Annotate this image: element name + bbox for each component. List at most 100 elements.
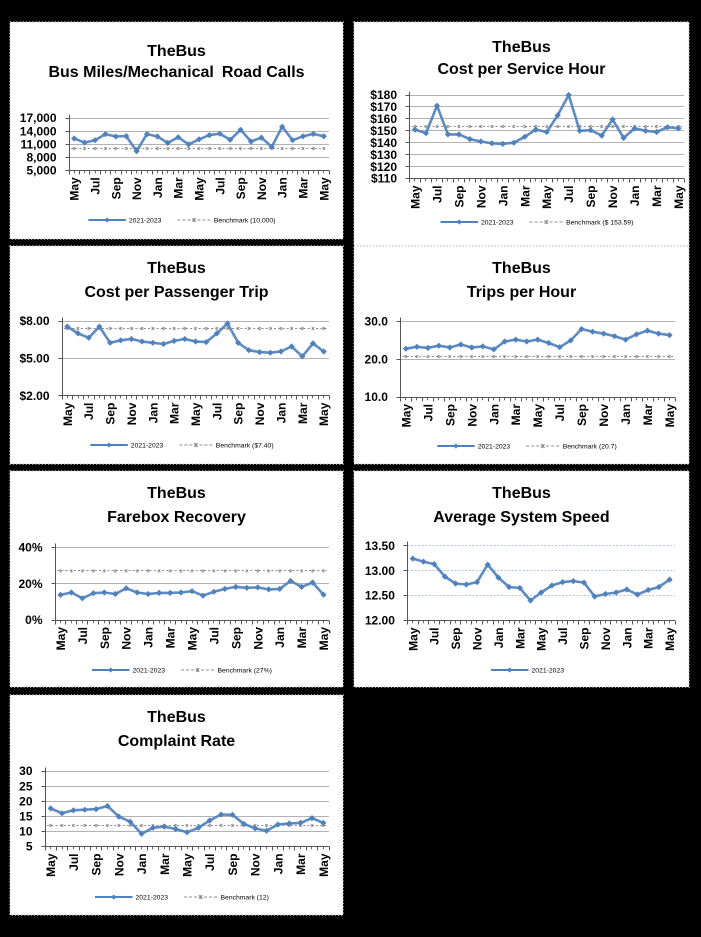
svg-text:Sep: Sep [90,854,104,876]
svg-text:14,000: 14,000 [20,124,57,138]
svg-text:2021-2023: 2021-2023 [532,668,565,675]
svg-text:May: May [540,185,554,209]
svg-text:May: May [61,402,75,426]
svg-text:12.00: 12.00 [365,614,395,628]
svg-text:May: May [181,853,195,877]
svg-text:Mar: Mar [642,627,656,649]
svg-text:5,000: 5,000 [26,164,56,178]
svg-text:Jul: Jul [207,627,221,644]
svg-text:May: May [531,404,545,428]
svg-text:2021-2023: 2021-2023 [131,443,164,450]
svg-text:May: May [663,627,677,651]
svg-text:Sep: Sep [449,628,463,650]
svg-text:Trips per Hour: Trips per Hour [467,284,576,301]
svg-text:Benchmark ($ 153.59): Benchmark ($ 153.59) [566,220,633,227]
svg-text:Jan: Jan [492,628,506,649]
svg-text:Nov: Nov [120,627,134,650]
svg-text:Sep: Sep [575,404,589,426]
svg-text:2021-2023: 2021-2023 [478,444,511,451]
svg-text:Cost per Passenger Trip: Cost per Passenger Trip [84,284,268,301]
svg-text:Jul: Jul [210,403,224,420]
svg-text:TheBus: TheBus [147,43,206,60]
svg-text:Sep: Sep [232,403,246,425]
svg-text:Jul: Jul [556,628,570,645]
svg-text:Mar: Mar [297,177,311,199]
svg-text:Sep: Sep [443,404,457,426]
svg-text:$2.00: $2.00 [19,389,49,403]
svg-text:Sep: Sep [229,627,243,649]
svg-text:Mar: Mar [641,404,655,426]
svg-text:Nov: Nov [599,627,613,650]
svg-text:12.50: 12.50 [365,589,395,603]
svg-text:Mar: Mar [172,177,186,199]
svg-text:Mar: Mar [296,402,310,424]
svg-text:Jan: Jan [487,404,501,425]
svg-text:$120: $120 [370,160,397,174]
svg-text:Jan: Jan [271,854,285,875]
svg-text:40%: 40% [18,540,42,554]
svg-text:Mar: Mar [158,853,172,875]
svg-text:Mar: Mar [513,627,527,649]
svg-text:Average System Speed: Average System Speed [433,509,609,526]
svg-text:TheBus: TheBus [147,485,206,502]
svg-text:TheBus: TheBus [492,39,551,56]
svg-text:May: May [399,404,413,428]
svg-text:20.0: 20.0 [365,353,389,367]
svg-text:Sep: Sep [98,627,112,649]
svg-text:8,000: 8,000 [26,150,56,164]
svg-text:May: May [68,177,82,201]
svg-text:$5.00: $5.00 [19,352,49,366]
svg-text:Nov: Nov [606,185,620,208]
svg-text:Complaint Rate: Complaint Rate [118,733,235,750]
svg-text:2021-2023: 2021-2023 [136,895,169,902]
svg-text:Jan: Jan [135,854,149,875]
svg-text:$180: $180 [370,88,397,102]
svg-text:Mar: Mar [294,853,308,875]
svg-text:$130: $130 [370,148,397,162]
svg-text:Sep: Sep [584,186,598,208]
svg-text:Farebox Recovery: Farebox Recovery [107,509,246,526]
svg-text:30: 30 [19,764,33,778]
svg-text:10.0: 10.0 [365,390,389,404]
svg-text:Nov: Nov [125,402,139,425]
svg-text:May: May [44,853,58,877]
svg-text:Jan: Jan [619,404,633,425]
svg-text:Jan: Jan [274,403,288,424]
svg-text:Mar: Mar [509,404,523,426]
svg-text:0%: 0% [25,613,43,627]
svg-text:Sep: Sep [109,177,123,199]
svg-text:Sep: Sep [234,177,248,199]
svg-text:13.00: 13.00 [365,564,395,578]
svg-text:Jan: Jan [142,627,156,648]
svg-text:Jul: Jul [421,404,435,421]
svg-text:Nov: Nov [130,177,144,200]
svg-text:Nov: Nov [249,853,263,876]
svg-text:30.0: 30.0 [365,315,389,329]
svg-text:May: May [409,185,423,209]
svg-text:May: May [317,853,331,877]
svg-text:2021-2023: 2021-2023 [129,218,162,225]
svg-text:Mar: Mar [295,627,309,649]
svg-text:Benchmark ($7.40): Benchmark ($7.40) [216,443,274,450]
svg-text:Jul: Jul [89,177,103,194]
svg-text:Bus Miles/Mechanical Road Call: Bus Miles/Mechanical Road Calls [48,64,304,81]
svg-text:Nov: Nov [253,402,267,425]
svg-text:May: May [54,627,68,651]
svg-text:Benchmark (27%): Benchmark (27%) [218,668,272,675]
svg-text:May: May [317,177,331,201]
svg-text:May: May [186,627,200,651]
svg-text:Mar: Mar [168,402,182,424]
svg-text:15: 15 [19,810,33,824]
svg-text:$150: $150 [370,124,397,138]
svg-text:Jan: Jan [146,403,160,424]
svg-text:25: 25 [19,779,33,793]
svg-text:Sep: Sep [226,854,240,876]
svg-text:Nov: Nov [251,627,265,650]
svg-text:20: 20 [19,794,33,808]
svg-text:Jul: Jul [82,403,96,420]
svg-text:11,000: 11,000 [20,137,56,151]
svg-text:Jul: Jul [431,186,445,203]
svg-text:Jul: Jul [67,854,81,871]
svg-text:May: May [317,627,331,651]
svg-text:2021-2023: 2021-2023 [133,668,166,675]
